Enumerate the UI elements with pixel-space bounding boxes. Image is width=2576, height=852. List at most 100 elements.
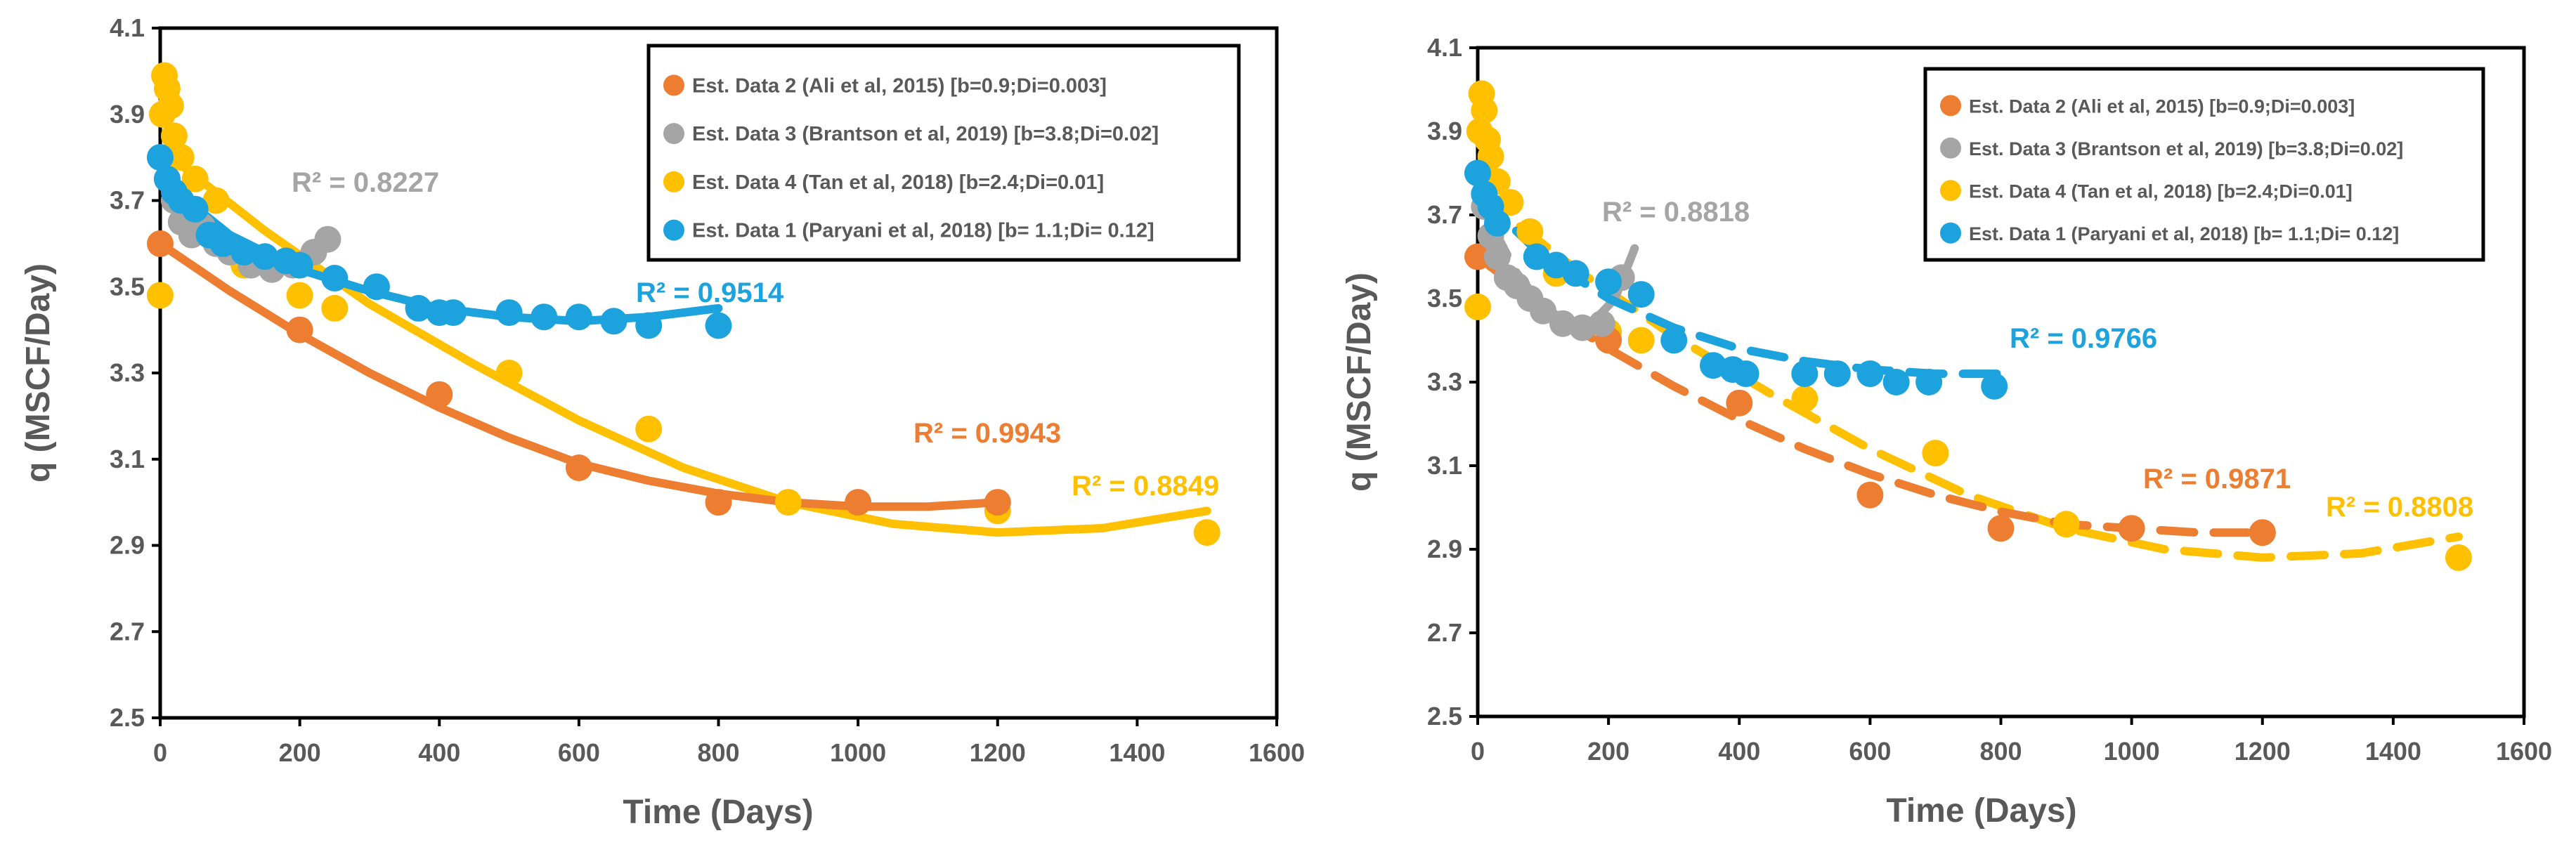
y-tick-label: 2.9 (110, 531, 145, 560)
x-tick-label: 0 (153, 738, 167, 767)
data-point-series-3 (1562, 260, 1589, 287)
r2-label-series-1: R² = 0.8227 (292, 167, 439, 198)
data-point-series-3 (531, 303, 558, 331)
x-tick-label: 800 (697, 738, 739, 767)
x-tick-label: 1600 (2496, 737, 2552, 766)
data-point-series-2 (1516, 218, 1544, 245)
r2-label-series-0: R² = 0.9943 (913, 418, 1061, 449)
y-tick-label: 2.5 (1427, 702, 1462, 730)
x-tick-label: 800 (1979, 737, 2022, 766)
x-axis-title: Time (Days) (1886, 792, 2076, 830)
data-point-series-3 (286, 251, 313, 279)
legend-marker-series-0 (1940, 95, 1961, 117)
x-tick-label: 200 (279, 738, 321, 767)
data-point-series-0 (705, 489, 732, 516)
data-point-series-1 (1530, 297, 1557, 325)
r2-label-series-0: R² = 0.9871 (2143, 464, 2291, 494)
data-point-series-2 (321, 294, 349, 322)
legend-label-series-3: Est. Data 1 (Paryani et al, 2018) [b= 1.… (692, 220, 1154, 242)
y-tick-label: 3.1 (1427, 451, 1462, 480)
data-point-series-3 (1882, 369, 1910, 395)
y-tick-label: 2.7 (110, 617, 145, 645)
data-point-series-0 (1987, 515, 2015, 542)
data-point-series-2 (181, 165, 209, 192)
data-point-series-0 (426, 381, 453, 408)
legend-label-series-1: Est. Data 3 (Brantson et al, 2019) [b=3.… (1969, 138, 2403, 159)
data-point-series-2 (1627, 327, 1655, 354)
y-axis-title: q (MSCF/Day) (1341, 273, 1378, 492)
r2-label-series-2: R² = 0.8849 (1072, 471, 1219, 502)
data-point-series-0 (1464, 243, 1491, 270)
data-point-series-3 (705, 312, 732, 339)
data-point-series-2 (1193, 519, 1221, 546)
data-point-series-3 (181, 195, 209, 223)
y-tick-label: 3.7 (110, 186, 145, 215)
data-point-series-3 (1627, 281, 1655, 308)
x-tick-label: 1200 (2235, 737, 2291, 766)
y-tick-label: 3.9 (110, 100, 145, 129)
data-point-series-0 (984, 489, 1011, 516)
data-point-series-2 (495, 360, 523, 386)
x-tick-label: 400 (418, 738, 460, 767)
data-point-series-0 (565, 454, 592, 481)
legend-label-series-2: Est. Data 4 (Tan et al, 2018) [b=2.4;Di=… (692, 171, 1104, 194)
y-tick-label: 3.9 (1427, 117, 1462, 145)
data-point-series-3 (1981, 372, 2008, 400)
data-point-series-3 (405, 294, 432, 322)
y-tick-label: 4.1 (1427, 33, 1462, 62)
chart-right: 2.5 2.7 2.9 3.1 3.3 3.5 3.7 3.9 4.1 0 200 400 600 800… (1341, 33, 2552, 830)
r2-label-series-2: R² = 0.8808 (2326, 492, 2473, 523)
legend-box (646, 44, 1241, 262)
data-point-series-3 (230, 239, 258, 266)
data-point-series-3 (600, 308, 627, 335)
data-point-series-1 (314, 225, 341, 253)
data-point-series-3 (1464, 159, 1491, 187)
data-point-series-0 (147, 230, 174, 257)
y-tick-label: 3.7 (1427, 200, 1462, 229)
data-point-series-2 (157, 92, 184, 119)
legend-marker-series-2 (1940, 180, 1961, 202)
x-tick-label: 1000 (830, 738, 886, 767)
data-point-series-2 (147, 282, 174, 309)
data-point-series-2 (2445, 544, 2472, 571)
data-point-series-3 (440, 299, 467, 327)
legend-label-series-2: Est. Data 4 (Tan et al, 2018) [b=2.4;Di=… (1969, 181, 2353, 202)
data-point-series-3 (1483, 209, 1511, 237)
legend-box (1923, 67, 2485, 262)
legend-label-series-0: Est. Data 2 (Ali et al, 2015) [b=0.9;Di=… (692, 74, 1107, 97)
data-point-series-3 (363, 273, 390, 301)
data-point-series-3 (147, 144, 174, 171)
legend-label-series-3: Est. Data 1 (Paryani et al, 2018) [b= 1.… (1969, 223, 2399, 244)
legend-marker-series-1 (1940, 137, 1961, 159)
data-point-series-0 (845, 489, 872, 516)
legend-label-series-1: Est. Data 3 (Brantson et al, 2019) [b=3.… (692, 123, 1159, 145)
y-tick-label: 3.1 (110, 445, 145, 473)
data-point-series-3 (209, 230, 237, 257)
data-point-series-2 (1791, 385, 1819, 412)
legend-marker-series-1 (663, 123, 684, 145)
data-point-series-2 (774, 489, 802, 516)
data-point-series-1 (1483, 243, 1511, 270)
data-point-series-0 (1726, 389, 1753, 417)
x-tick-label: 1000 (2104, 737, 2160, 766)
data-point-series-1 (1588, 310, 1615, 337)
r2-label-series-3: R² = 0.9766 (2010, 323, 2157, 354)
data-point-series-3 (321, 265, 349, 291)
chart-left: 2.5 2.7 2.9 3.1 3.3 3.5 3.7 3.9 4.1 0 200 400 600 800… (20, 13, 1305, 831)
data-point-series-3 (565, 303, 592, 331)
y-tick-label: 3.5 (1427, 284, 1462, 313)
data-point-series-2 (635, 415, 663, 443)
trendline-series-2 (1474, 190, 2463, 562)
y-tick-label: 2.5 (110, 703, 145, 732)
data-point-series-2 (1471, 97, 1498, 124)
data-point-series-2 (167, 144, 195, 171)
data-point-series-0 (2118, 515, 2145, 542)
y-tick-label: 2.9 (1427, 535, 1462, 563)
x-tick-label: 400 (1718, 737, 1760, 766)
y-tick-label: 3.5 (110, 272, 145, 301)
y-tick-label: 4.1 (110, 13, 145, 42)
legend-marker-series-3 (663, 219, 684, 241)
data-point-series-3 (1915, 369, 1943, 395)
x-tick-label: 200 (1587, 737, 1629, 766)
